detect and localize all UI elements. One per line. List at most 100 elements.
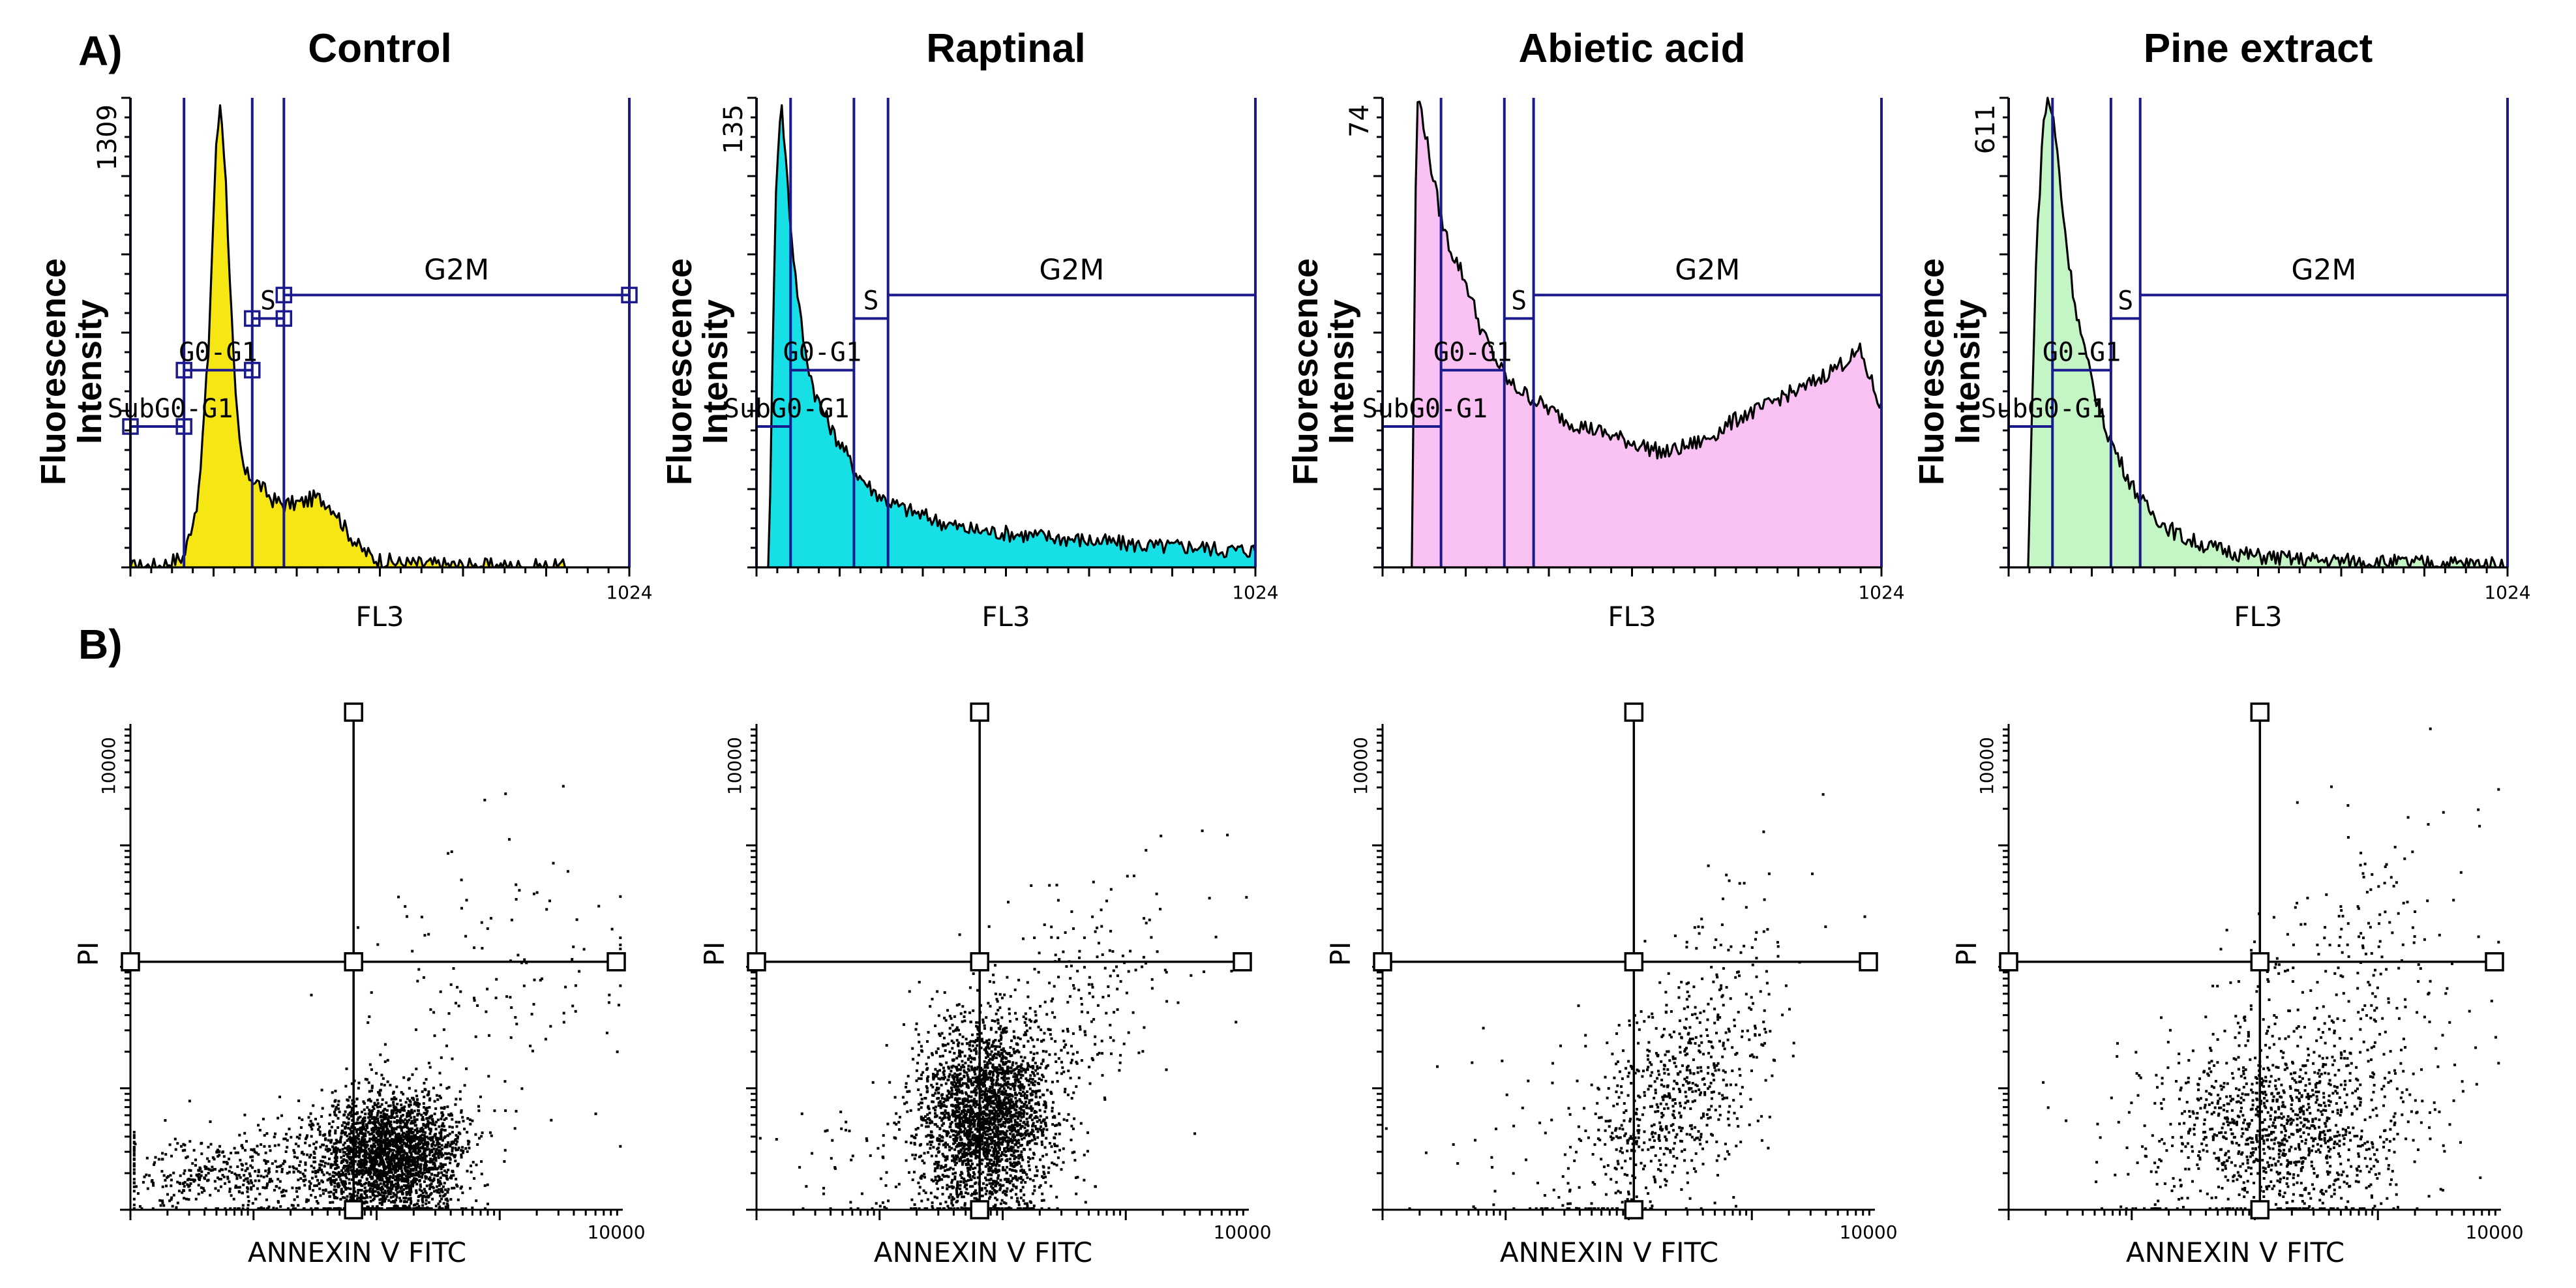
event-dot (420, 1146, 423, 1149)
event-dot (963, 1055, 966, 1058)
event-dot (400, 1136, 403, 1139)
event-dot (186, 1183, 189, 1186)
event-dot (419, 1168, 423, 1171)
event-dot (382, 1115, 385, 1118)
x-max-label: 1024 (1858, 582, 1904, 603)
event-dot (1028, 1077, 1032, 1081)
event-dot (436, 1118, 440, 1122)
event-dot (392, 1154, 395, 1157)
event-dot (968, 1115, 972, 1118)
event-dot (383, 1133, 387, 1137)
event-dot (371, 1182, 374, 1185)
event-dot (395, 1167, 398, 1170)
event-dot (412, 1207, 415, 1210)
event-dot (451, 1126, 454, 1129)
event-dot (393, 1162, 397, 1165)
event-dot (384, 1142, 387, 1145)
event-dot (348, 1150, 351, 1153)
x-axis-label: FL3 (355, 601, 404, 633)
event-dot (985, 1016, 988, 1019)
event-dot (361, 1136, 364, 1139)
event-dot (950, 1017, 953, 1020)
event-dot (1028, 1148, 1032, 1151)
event-dot (168, 1143, 172, 1146)
event-dot (1052, 1101, 1055, 1104)
event-dot (985, 1162, 989, 1165)
event-dot (408, 1103, 411, 1107)
event-dot (381, 1194, 384, 1197)
event-dot (378, 1145, 381, 1148)
event-dot (368, 1173, 372, 1175)
event-dot (376, 1169, 379, 1173)
event-dot (402, 1197, 406, 1199)
event-dot (387, 1122, 391, 1125)
event-dot (1040, 1140, 1043, 1143)
event-dot (395, 1163, 398, 1166)
event-dot (962, 1121, 965, 1124)
event-dot (405, 1145, 408, 1148)
event-dot (183, 1169, 187, 1173)
y-axis-label-line1: Fluorescence (1912, 258, 1951, 485)
event-dot (462, 1120, 465, 1123)
event-dot (423, 1105, 426, 1109)
event-dot (322, 1207, 325, 1210)
event-dot (460, 1156, 463, 1159)
event-dot (974, 1073, 977, 1076)
event-dot (436, 1139, 440, 1142)
event-dot (381, 1186, 384, 1189)
event-dot (985, 1074, 988, 1077)
event-dot (1034, 1080, 1037, 1083)
event-dot (424, 1175, 427, 1178)
event-dot (449, 983, 453, 986)
event-dot (367, 1173, 370, 1176)
event-dot (272, 1206, 275, 1210)
event-dot (391, 1207, 394, 1210)
event-dot (302, 1180, 305, 1182)
event-dot (330, 1152, 333, 1155)
event-dot (942, 1073, 946, 1076)
event-dot (413, 1120, 417, 1123)
event-dot (388, 1116, 391, 1119)
event-dot (929, 1136, 933, 1139)
event-dot (180, 1145, 183, 1148)
event-dot (920, 1124, 923, 1127)
event-dot (347, 1121, 350, 1124)
event-dot (951, 1064, 955, 1068)
event-dot (374, 1195, 377, 1198)
event-dot (367, 1099, 370, 1102)
event-dot (1053, 1150, 1056, 1154)
event-dot (290, 1135, 293, 1139)
event-dot (1002, 1136, 1005, 1139)
event-dot (422, 976, 425, 979)
event-dot (1030, 1133, 1034, 1136)
event-dot (328, 1131, 331, 1134)
event-dot (344, 1186, 347, 1190)
event-dot (1026, 1143, 1029, 1146)
event-dot (954, 1029, 957, 1032)
event-dot (959, 1173, 962, 1176)
event-dot (1042, 1165, 1045, 1169)
event-dot (1025, 1033, 1028, 1036)
event-dot (950, 1120, 953, 1124)
event-dot (1006, 1143, 1010, 1146)
event-dot (406, 1207, 410, 1210)
event-dot (387, 1152, 391, 1155)
event-dot (406, 1180, 409, 1184)
event-dot (248, 1175, 252, 1178)
event-dot (337, 1107, 340, 1111)
event-dot (415, 1103, 419, 1107)
event-dot (509, 996, 512, 999)
event-dot (400, 1146, 403, 1149)
event-dot (371, 1207, 374, 1210)
event-dot (522, 984, 526, 987)
y-axis-label: PI (72, 942, 104, 966)
event-dot (514, 1016, 517, 1019)
event-dot (333, 1188, 336, 1191)
event-dot (181, 1149, 185, 1152)
event-dot (376, 1152, 379, 1155)
event-dot (377, 1163, 380, 1166)
event-dot (312, 1143, 316, 1145)
event-dot (424, 1158, 427, 1161)
event-dot (246, 1190, 249, 1193)
event-dot (357, 1191, 359, 1195)
